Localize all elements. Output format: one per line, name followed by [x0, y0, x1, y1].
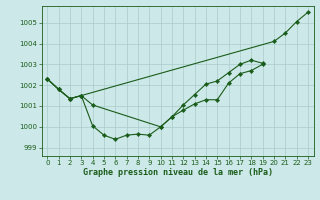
X-axis label: Graphe pression niveau de la mer (hPa): Graphe pression niveau de la mer (hPa)	[83, 168, 273, 177]
